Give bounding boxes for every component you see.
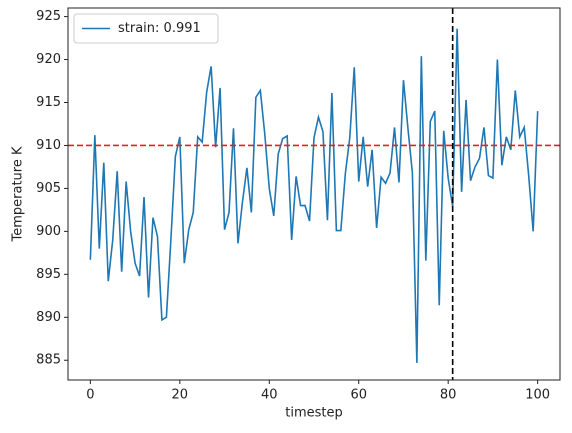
- x-axis-label: timestep: [285, 406, 343, 421]
- y-tick-label: 920: [36, 52, 61, 67]
- x-tick-label: 80: [440, 388, 457, 403]
- y-tick-label: 890: [36, 310, 61, 325]
- y-tick-label: 900: [36, 224, 61, 239]
- x-tick-label: 100: [525, 388, 550, 403]
- legend-box: [73, 13, 219, 44]
- y-tick-label: 885: [36, 353, 61, 368]
- plot-frame: [67, 7, 561, 381]
- data-line: [89, 28, 539, 363]
- legend-label: strain: 0.991: [118, 21, 201, 36]
- x-tick-label: 40: [261, 388, 278, 403]
- y-tick-label: 915: [36, 95, 61, 110]
- y-tick-label: 895: [36, 267, 61, 282]
- y-tick-label: 910: [36, 138, 61, 153]
- y-tick-label: 905: [36, 181, 61, 196]
- y-tick-label: 925: [36, 9, 61, 24]
- y-axis-label: Temperature K: [11, 146, 26, 242]
- x-tick-label: 60: [350, 388, 367, 403]
- x-tick-label: 0: [86, 388, 94, 403]
- x-tick-label: 20: [172, 388, 189, 403]
